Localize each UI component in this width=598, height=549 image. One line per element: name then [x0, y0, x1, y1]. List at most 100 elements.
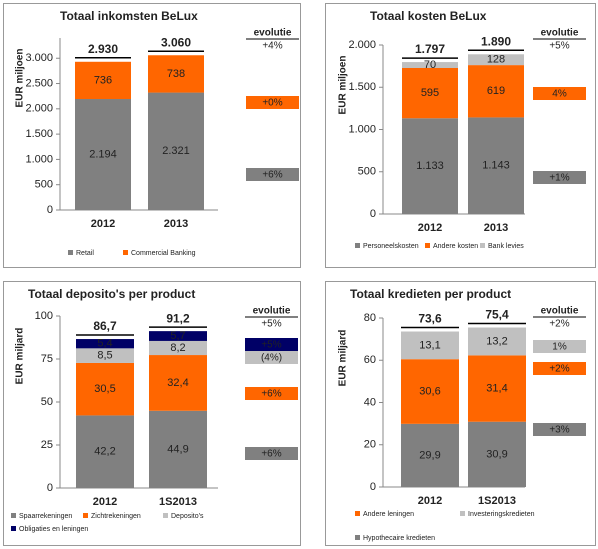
y-tick-label: 60 — [364, 354, 376, 366]
evolution-label: +3% — [549, 425, 569, 436]
bar-segment — [148, 55, 204, 93]
value-label: 595 — [421, 87, 439, 99]
legend-marker — [163, 513, 168, 518]
legend-marker — [123, 250, 128, 255]
evolution-label: +2% — [549, 364, 569, 375]
value-label: 5,7 — [170, 330, 185, 342]
total-label: 2.930 — [88, 42, 118, 56]
legend-marker — [355, 535, 360, 540]
panel-border — [325, 3, 596, 268]
y-tick-label: 50 — [41, 396, 53, 408]
evolution-label: +5% — [261, 340, 281, 351]
evolution-label: +1% — [549, 173, 569, 184]
legend-label: Andere kosten — [433, 243, 478, 250]
total-label: 91,2 — [166, 311, 190, 325]
value-label: 30,6 — [419, 385, 440, 397]
legend-marker — [355, 243, 360, 248]
y-axis-label: EUR miljard — [15, 328, 26, 385]
chart-title: Totaal inkomsten BeLux — [60, 9, 198, 23]
y-tick-label: 3.000 — [25, 52, 53, 64]
evolution-box — [245, 338, 298, 351]
bar-segment — [149, 331, 207, 341]
y-tick-label: 500 — [35, 179, 53, 191]
value-label: 13,2 — [486, 335, 507, 347]
bar-segment — [401, 423, 459, 487]
evolution-box — [533, 340, 586, 353]
y-axis-label: EUR miljoen — [15, 49, 26, 108]
legend-marker — [460, 511, 465, 516]
evolution-label: +6% — [261, 449, 281, 460]
bar-segment — [468, 117, 524, 214]
bar-segment — [76, 415, 134, 488]
y-tick-label: 1.500 — [348, 81, 376, 93]
chart-panel: Totaal deposito's per product 0 25 50 75 100 E… — [3, 281, 301, 546]
y-tick-label: 80 — [364, 312, 376, 324]
y-axis-label: EUR miljoen — [338, 56, 349, 115]
y-tick-label: 500 — [358, 166, 376, 178]
chart-panel: Totaal inkomsten BeLux 0 500 1.000 1.500 2.00… — [3, 3, 301, 268]
bar-segment — [401, 331, 459, 360]
evolution-box — [533, 362, 586, 375]
x-tick-label: 2012 — [91, 218, 115, 230]
chart-title: Totaal deposito's per product — [28, 287, 195, 301]
y-tick-label: 1.000 — [348, 123, 376, 135]
evolution-title: evolutie — [253, 306, 291, 317]
legend-label: Investeringskredieten — [468, 511, 535, 518]
value-label: 32,4 — [167, 377, 188, 389]
x-tick-label: 2013 — [484, 222, 508, 234]
bar-segment — [401, 359, 459, 424]
x-tick-label: 2012 — [418, 222, 442, 234]
y-tick-label: 1.500 — [25, 128, 53, 140]
value-label: 128 — [487, 54, 505, 66]
evolution-box — [533, 423, 586, 436]
bar-segment — [402, 118, 458, 214]
value-label: 5,4 — [97, 338, 112, 350]
bar-segment — [468, 421, 526, 487]
bar-segment — [468, 65, 524, 118]
value-label: 1.143 — [482, 160, 510, 172]
total-label: 73,6 — [418, 312, 442, 326]
evolution-box — [245, 447, 298, 460]
bar-segment — [468, 355, 526, 422]
x-tick-label: 1S2013 — [159, 496, 197, 508]
value-label: 619 — [487, 85, 505, 97]
chart-title: Totaal kosten BeLux — [370, 9, 487, 23]
evolution-box — [245, 387, 298, 400]
evolution-box — [246, 168, 299, 181]
y-tick-label: 2.000 — [25, 103, 53, 115]
value-label: 1.133 — [416, 160, 444, 172]
y-tick-label: 0 — [370, 208, 376, 220]
evolution-label: +0% — [262, 98, 282, 109]
legend-label: Zichtrekeningen — [91, 513, 141, 520]
bar-segment — [149, 340, 207, 356]
bar-segment — [402, 67, 458, 119]
bar-segment — [75, 99, 131, 210]
x-tick-label: 2013 — [164, 218, 188, 230]
bar-segment — [149, 355, 207, 411]
value-label: 29,9 — [419, 449, 440, 461]
y-tick-label: 40 — [364, 396, 376, 408]
evolution-label: +6% — [262, 170, 282, 181]
bar-segment — [76, 348, 134, 363]
y-tick-label: 2.500 — [25, 77, 53, 89]
bar-segment — [76, 362, 134, 416]
legend-label: Hypothecaire kredieten — [363, 535, 435, 542]
bar-segment — [148, 92, 204, 210]
y-tick-label: 0 — [47, 204, 53, 216]
legend-marker — [11, 526, 16, 531]
y-tick-label: 0 — [47, 482, 53, 494]
y-tick-label: 75 — [41, 353, 53, 365]
legend-marker — [83, 513, 88, 518]
total-label: 3.060 — [161, 35, 191, 49]
y-axis-label: EUR miljard — [338, 330, 349, 387]
chart-panel: Totaal kosten BeLux 0 500 1.000 1.500 2.000 EU… — [325, 3, 596, 268]
evolution-box — [245, 351, 298, 364]
total-label: 75,4 — [485, 308, 509, 322]
value-label: 42,2 — [94, 446, 115, 458]
total-label: 1.797 — [415, 42, 445, 56]
legend-label: Spaarrekeningen — [19, 513, 72, 520]
legend-marker — [68, 250, 73, 255]
legend-label: Andere leningen — [363, 511, 414, 518]
total-label: 1.890 — [481, 34, 511, 48]
y-tick-label: 20 — [364, 439, 376, 451]
